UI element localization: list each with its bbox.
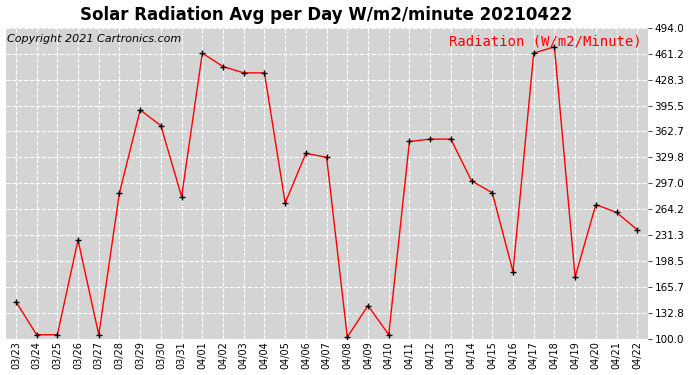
Text: Copyright 2021 Cartronics.com: Copyright 2021 Cartronics.com xyxy=(7,34,181,44)
Title: Solar Radiation Avg per Day W/m2/minute 20210422: Solar Radiation Avg per Day W/m2/minute … xyxy=(81,6,573,24)
Text: Radiation (W/m2/Minute): Radiation (W/m2/Minute) xyxy=(448,34,641,48)
